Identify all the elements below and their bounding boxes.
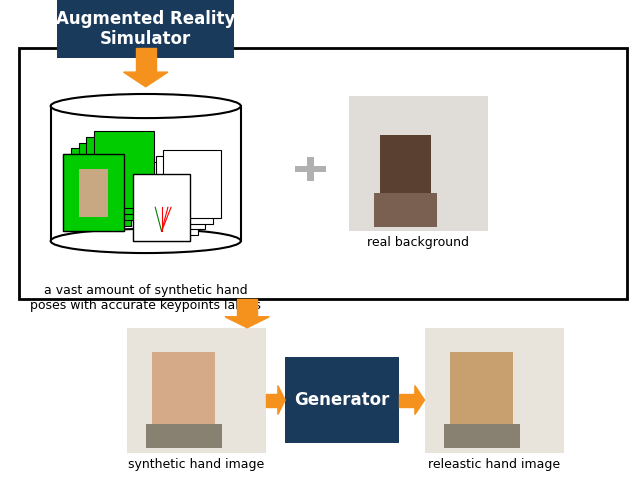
Polygon shape [415,386,424,415]
Bar [86,137,147,214]
Text: Augmented Reality
Simulator: Augmented Reality Simulator [56,10,236,48]
Bar [349,96,488,231]
Bar [51,106,241,241]
Bar [444,424,520,448]
Text: releastic hand image: releastic hand image [428,458,560,471]
FancyBboxPatch shape [57,0,234,58]
Bar [136,48,156,72]
Bar [163,150,221,218]
Polygon shape [278,386,285,415]
Bar [127,328,266,453]
Bar [424,328,564,453]
Text: synthetic hand image: synthetic hand image [128,458,264,471]
Bar [146,424,222,448]
Text: a vast amount of synthetic hand
poses with accurate keypoints labels: a vast amount of synthetic hand poses wi… [30,284,261,312]
Bar [79,143,139,220]
Bar [450,352,513,434]
Ellipse shape [51,94,241,118]
Bar [133,174,190,241]
Text: real background: real background [367,236,469,249]
Bar [152,352,216,434]
Polygon shape [124,72,168,87]
Bar [399,393,415,406]
Polygon shape [225,317,269,328]
Bar [307,157,314,181]
Bar [63,154,124,231]
Bar [19,48,627,299]
Bar [148,162,205,229]
Bar [285,357,399,443]
Bar [266,393,278,406]
Bar [380,135,431,212]
Bar [94,131,154,208]
Bar [237,299,257,317]
Text: Generator: Generator [294,391,390,409]
Bar [141,168,198,235]
Bar [374,193,437,227]
Ellipse shape [51,229,241,253]
Bar [294,166,326,172]
Bar [133,174,190,241]
Bar [71,148,131,226]
Bar [63,154,124,231]
Bar [156,156,213,224]
Bar [79,169,108,217]
